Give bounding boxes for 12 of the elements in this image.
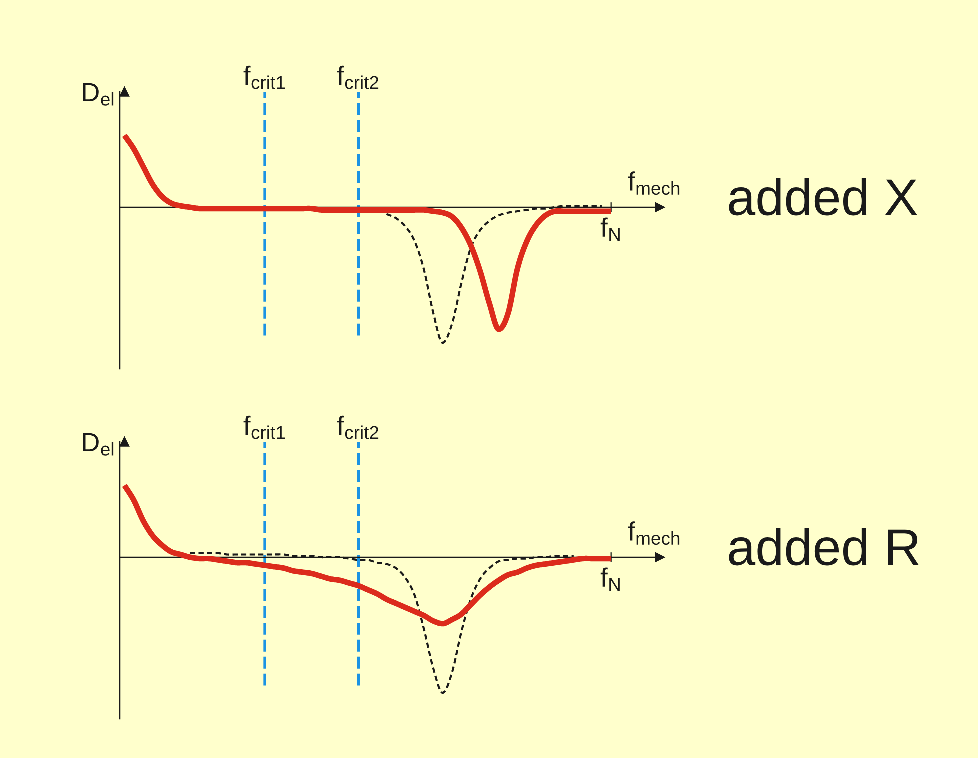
- y-axis-title: D$_{el}$: [83, 433, 114, 456]
- x-tick-label: f$_{N}$: [600, 218, 620, 241]
- x-tick-label: f$_{N}$: [600, 568, 620, 591]
- x-axis-title: f$_{mech}$: [628, 522, 680, 546]
- x-tick-label: f$_{crit2}$: [337, 416, 379, 440]
- x-tick-label: f$_{crit1}$: [244, 416, 285, 440]
- y-axis-title: D$_{el}$: [83, 83, 114, 106]
- x-tick-label: f$_{crit1}$: [244, 66, 285, 90]
- text: added R: [729, 528, 919, 566]
- x-axis-title: f$_{mech}$: [628, 172, 680, 196]
- x-tick-label: f$_{crit2}$: [337, 66, 379, 90]
- text: added X: [729, 178, 918, 216]
